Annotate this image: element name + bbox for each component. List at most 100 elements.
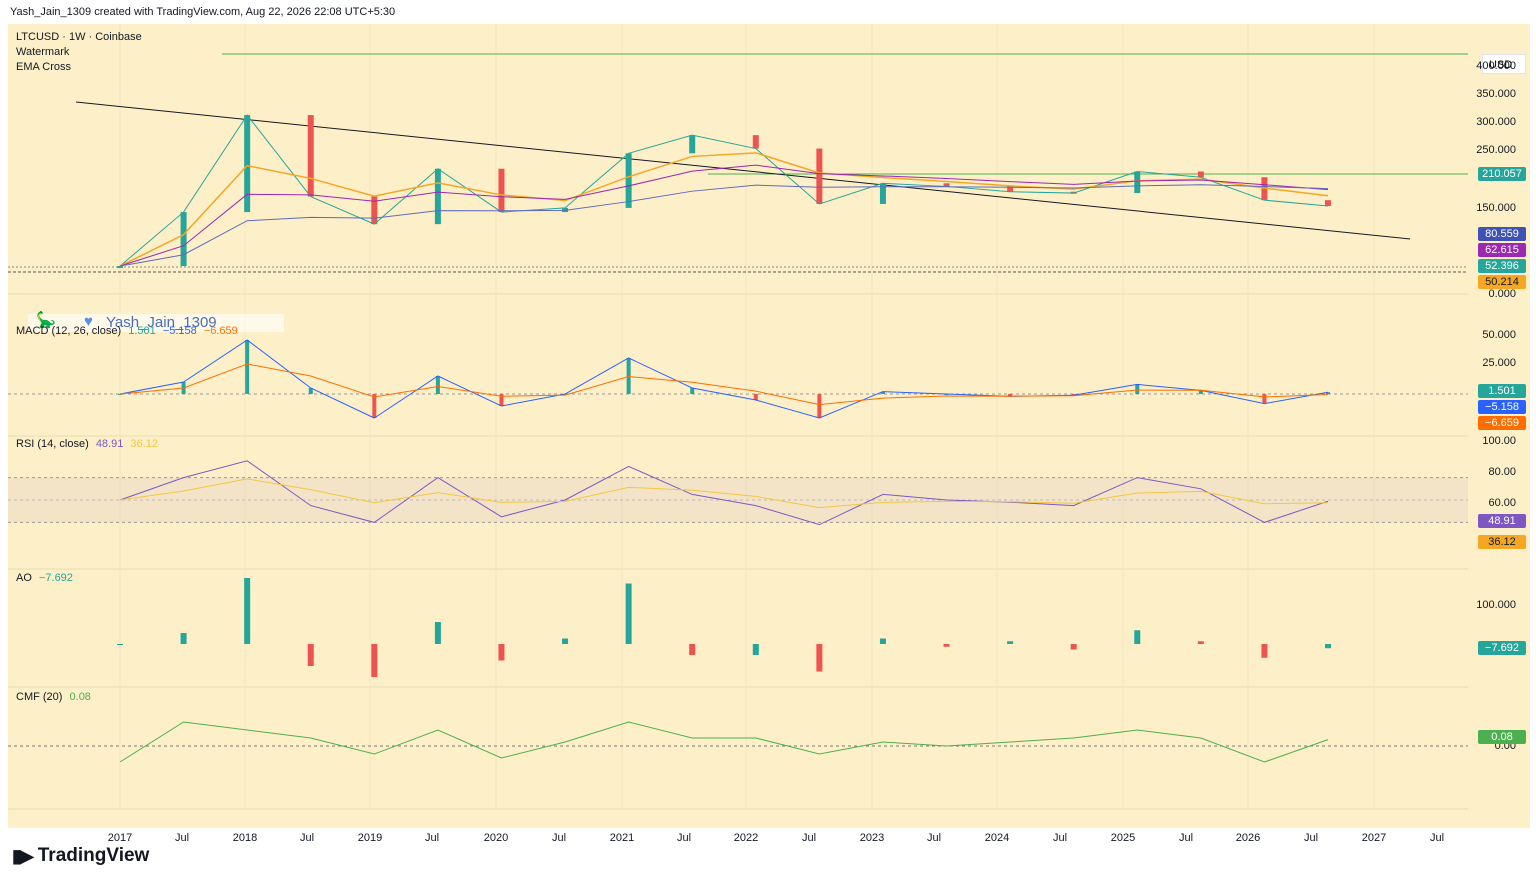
ao-label: AO — [16, 572, 32, 584]
macd-signal-line — [119, 363, 1329, 406]
cmf-legend[interactable]: CMF (20) 0.08 — [16, 690, 91, 705]
ma-line — [119, 184, 1329, 267]
footer-brand: TradingView — [37, 845, 150, 866]
ao-bar — [1007, 641, 1014, 644]
rsi-label: RSI (14, close) — [16, 438, 89, 450]
price-candle — [625, 153, 632, 208]
ao-bar — [434, 622, 441, 644]
macd-histogram-bar — [1071, 394, 1076, 396]
price-candle — [816, 148, 823, 204]
price-badge-ema-slow: 62.615 — [1478, 243, 1526, 257]
rsi-badge: 48.91 — [1478, 514, 1526, 528]
dino-icon: 🦕 — [36, 312, 56, 329]
price-badge-ema-fast: 50.214 — [1478, 275, 1526, 289]
price-tick: 250.000 — [1476, 144, 1516, 156]
price-candle — [244, 115, 251, 213]
ao-bar — [1070, 644, 1077, 650]
macd-hist-value: 1.501 — [128, 325, 156, 337]
indicator-watermark[interactable]: Watermark — [16, 46, 70, 58]
main-legend: LTCUSD · 1W · Coinbase Watermark EMA Cro… — [16, 30, 142, 75]
rsi-ma-line — [119, 478, 1329, 509]
price-tick: 150.000 — [1476, 202, 1516, 214]
watermark-text: Yash_Jain_1309 — [106, 314, 217, 331]
time-tick: 2025 — [1110, 832, 1136, 844]
ao-bar — [943, 644, 950, 647]
rsi-tick: 100.00 — [1482, 435, 1516, 447]
time-tick: 2018 — [232, 832, 258, 844]
macd-tick: 50.000 — [1482, 329, 1516, 341]
macd-badge-signal: −6.659 — [1478, 416, 1526, 430]
time-tick: Jul — [801, 832, 817, 844]
macd-histogram-bar — [1262, 394, 1267, 404]
macd-histogram-bar — [435, 376, 440, 394]
cmf-label: CMF (20) — [16, 691, 63, 703]
ao-bar — [371, 644, 378, 677]
price-candle — [371, 196, 378, 225]
ao-bar — [562, 638, 569, 644]
price-candle — [307, 115, 314, 197]
rsi-tick: 60.00 — [1488, 497, 1516, 509]
time-tick: 2020 — [483, 832, 509, 844]
ao-bar — [1325, 644, 1331, 649]
price-badge-level: 210.057 — [1478, 167, 1526, 181]
macd-histogram-bar — [626, 358, 631, 394]
ao-bar — [117, 644, 123, 645]
time-tick: Jul — [174, 832, 190, 844]
macd-histogram-bar — [499, 394, 504, 406]
time-tick: 2027 — [1361, 832, 1387, 844]
chart-canvas[interactable] — [8, 24, 1530, 828]
macd-histogram-bar — [118, 394, 122, 395]
ema-slow-line — [119, 164, 1329, 267]
ao-badge: −7.692 — [1478, 641, 1526, 655]
macd-histogram-bar — [1135, 384, 1140, 394]
rsi-tick: 80.00 — [1488, 466, 1516, 478]
price-candle — [498, 168, 505, 213]
time-tick: 2023 — [859, 832, 885, 844]
macd-histogram-bar — [817, 394, 822, 418]
time-tick: Jul — [1429, 832, 1445, 844]
price-candle — [434, 168, 441, 225]
time-tick: Jul — [299, 832, 315, 844]
symbol-line[interactable]: LTCUSD · 1W · Coinbase — [16, 31, 142, 43]
rsi-legend[interactable]: RSI (14, close) 48.91 36.12 — [16, 437, 158, 452]
cmf-value: 0.08 — [69, 691, 91, 703]
macd-histogram-bar — [753, 394, 758, 400]
price-candle — [943, 183, 950, 187]
time-tick: Jul — [926, 832, 942, 844]
currency-button[interactable]: USD — [1482, 54, 1526, 74]
ao-bar — [180, 633, 187, 644]
time-tick: Jul — [424, 832, 440, 844]
cmf-line — [119, 721, 1329, 763]
ao-bar — [307, 644, 314, 666]
price-tick: 350.000 — [1476, 88, 1516, 100]
price-series-line — [119, 114, 1329, 267]
time-tick: 2026 — [1235, 832, 1261, 844]
macd-histogram-bar — [690, 388, 695, 394]
rsi-line — [119, 460, 1329, 526]
macd-histogram-bar — [308, 388, 313, 394]
ao-tick: 100.000 — [1476, 599, 1516, 611]
time-tick: 2019 — [357, 832, 383, 844]
time-tick: Jul — [1052, 832, 1068, 844]
chart-frame[interactable]: LTCUSD · 1W · Coinbase Watermark EMA Cro… — [8, 24, 1530, 844]
price-badge-close: 52.396 — [1478, 259, 1526, 273]
tradingview-logo[interactable]: ▮▶ TradingView — [12, 845, 149, 867]
ao-bar — [244, 578, 251, 644]
price-badge-ma: 80.559 — [1478, 227, 1526, 241]
indicator-ema-cross[interactable]: EMA Cross — [16, 61, 72, 73]
macd-label: MACD (12, 26, close) — [16, 325, 122, 337]
time-tick: 2022 — [733, 832, 759, 844]
macd-tick: 25.000 — [1482, 357, 1516, 369]
ao-legend[interactable]: AO −7.692 — [16, 571, 73, 586]
rsi-value: 48.91 — [95, 438, 124, 450]
ao-bar — [752, 644, 759, 655]
heart-icon: ♥ — [84, 313, 93, 330]
time-tick: Jul — [1303, 832, 1319, 844]
rsi-band — [8, 477, 1468, 523]
macd-histogram-bar — [1198, 390, 1203, 394]
macd-legend[interactable]: MACD (12, 26, close) 1.501 −5.158 −6.659 — [16, 324, 238, 339]
price-tick: 0.000 — [1488, 288, 1516, 300]
price-tick: 300.000 — [1476, 116, 1516, 128]
price-candle — [689, 135, 696, 154]
time-tick: 2024 — [984, 832, 1010, 844]
